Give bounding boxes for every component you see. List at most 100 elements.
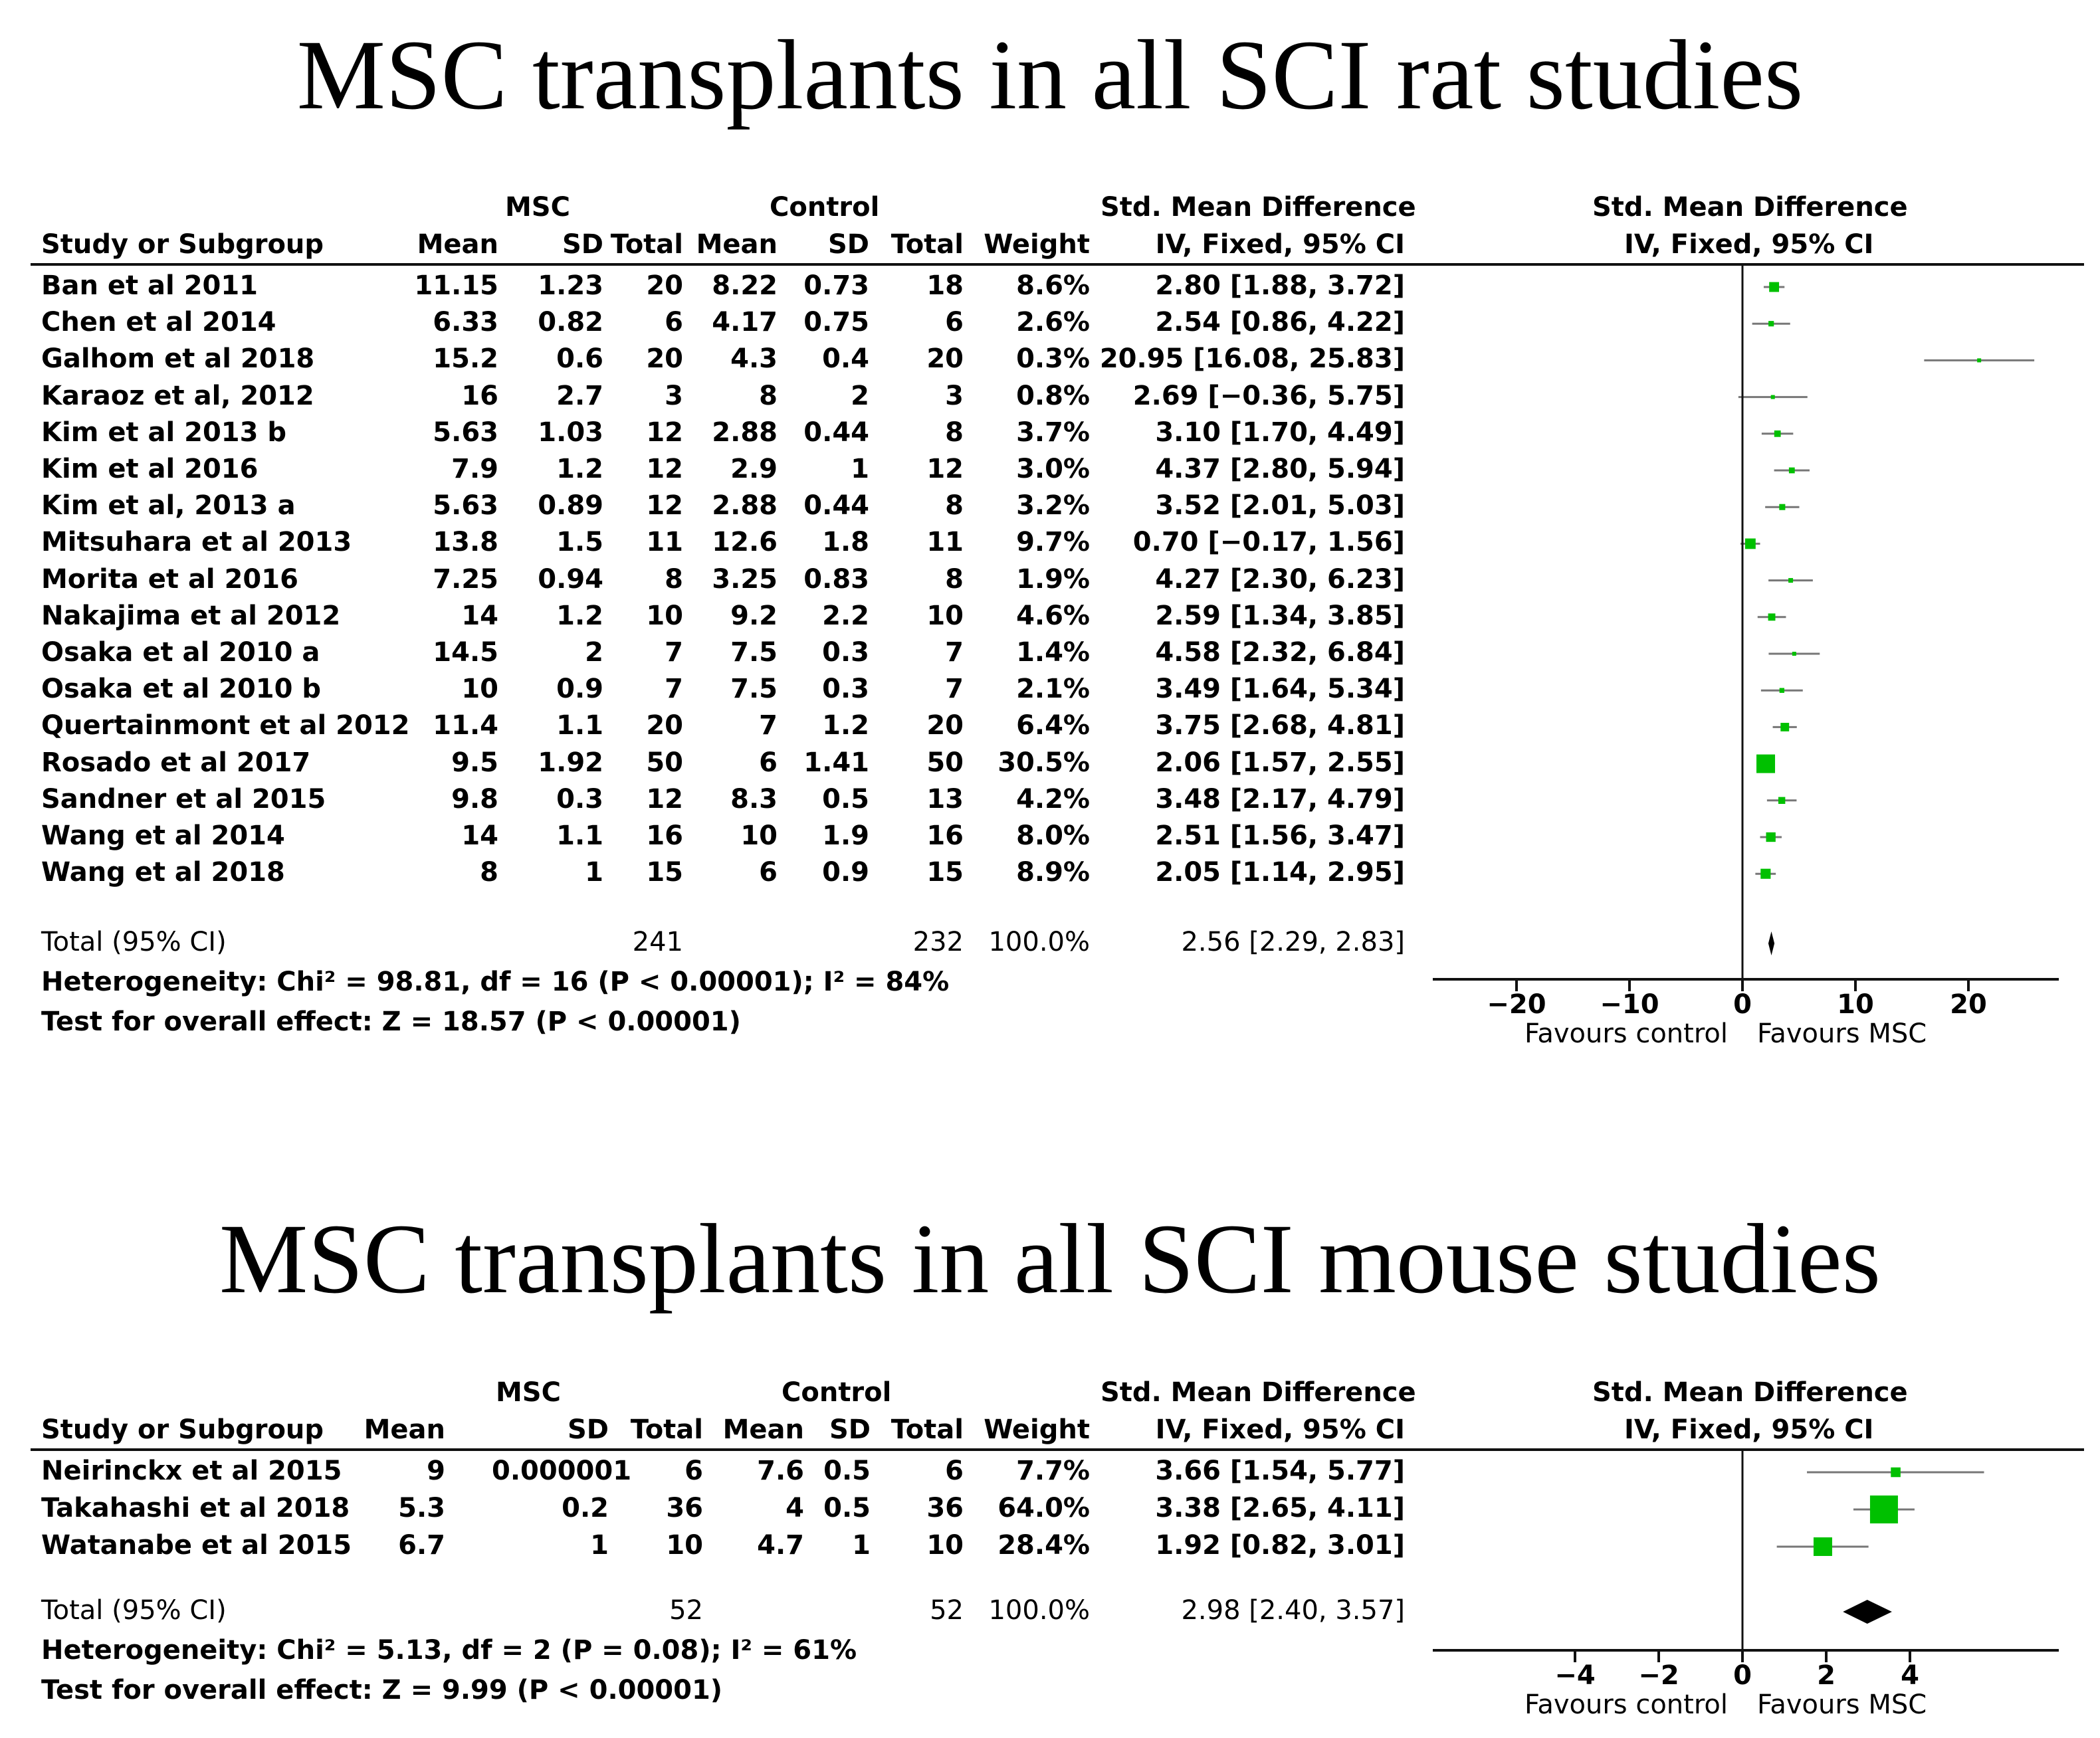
msc-sd: 1 xyxy=(585,857,603,888)
msc-total: 6 xyxy=(684,1456,703,1486)
study-marker xyxy=(1788,467,1795,474)
study-smd-ci: 0.70 [−0.17, 1.56] xyxy=(1132,527,1405,558)
study-weight: 1.4% xyxy=(1016,637,1090,668)
control-total: 6 xyxy=(945,307,964,338)
study-name: Rosado et al 2017 xyxy=(41,747,311,778)
study-marker xyxy=(1760,868,1771,879)
study-marker xyxy=(1977,358,1982,363)
study-weight: 1.9% xyxy=(1016,563,1090,595)
control-mean: 6 xyxy=(759,857,778,888)
control-total-sum: 52 xyxy=(930,1595,964,1626)
msc-group-header: MSC xyxy=(496,1377,561,1408)
study-weight: 30.5% xyxy=(998,747,1090,778)
control-total: 20 xyxy=(926,710,964,741)
msc-mean: 14 xyxy=(461,821,498,851)
study-marker xyxy=(1768,321,1774,327)
msc-total: 7 xyxy=(665,637,683,668)
mouse-panel-title: MSC transplants in all SCI mouse studies xyxy=(219,1204,1881,1314)
study-marker xyxy=(1779,688,1785,693)
x-tick-label: −2 xyxy=(1638,1660,1679,1691)
study-weight: 4.2% xyxy=(1016,783,1090,815)
heterogeneity-text: Heterogeneity: Chi² = 5.13, df = 2 (P = … xyxy=(41,1635,857,1666)
control-mean: 2.88 xyxy=(712,490,778,522)
favours-control-label: Favours control xyxy=(1524,1690,1728,1720)
favours-msc-label: Favours MSC xyxy=(1757,1018,1927,1049)
study-weight: 8.9% xyxy=(1016,857,1090,888)
msc-total: 8 xyxy=(665,563,683,595)
msc-total: 20 xyxy=(646,343,683,375)
msc-mean: 5.3 xyxy=(398,1493,445,1523)
col-msc-total: Total xyxy=(630,1414,703,1445)
study-weight: 4.6% xyxy=(1016,600,1090,631)
control-mean: 12.6 xyxy=(712,527,778,558)
study-marker xyxy=(1779,504,1786,510)
msc-sd: 1.5 xyxy=(556,527,603,558)
study-smd-ci: 2.59 [1.34, 3.85] xyxy=(1155,600,1405,631)
control-total-sum: 232 xyxy=(912,927,964,957)
control-mean: 7.5 xyxy=(730,674,778,705)
control-mean: 7.6 xyxy=(757,1456,804,1486)
control-mean: 7 xyxy=(759,710,778,741)
study-weight: 3.2% xyxy=(1016,490,1090,522)
study-marker xyxy=(1778,797,1786,804)
heterogeneity-text: Heterogeneity: Chi² = 98.81, df = 16 (P … xyxy=(41,967,950,997)
study-smd-ci: 2.06 [1.57, 2.55] xyxy=(1155,747,1405,778)
control-total: 6 xyxy=(945,1456,964,1486)
control-total: 10 xyxy=(926,600,964,631)
msc-mean: 10 xyxy=(461,674,498,705)
study-name: Galhom et al 2018 xyxy=(41,343,315,375)
msc-sd: 0.000001 xyxy=(492,1456,632,1486)
x-tick-label: 0 xyxy=(1733,1660,1752,1691)
msc-sd: 0.3 xyxy=(556,783,603,815)
control-sd: 0.4 xyxy=(822,343,869,375)
control-mean: 4 xyxy=(786,1493,804,1523)
col-ctrl-total: Total xyxy=(891,1414,964,1445)
control-sd: 0.44 xyxy=(803,490,869,522)
study-weight: 64.0% xyxy=(998,1493,1090,1523)
study-name: Kim et al 2013 b xyxy=(41,417,287,448)
x-tick-label: 2 xyxy=(1817,1660,1836,1691)
control-sd: 0.83 xyxy=(803,563,869,595)
msc-mean: 11.4 xyxy=(433,710,498,741)
study-smd-ci: 2.54 [0.86, 4.22] xyxy=(1155,307,1405,338)
control-total: 3 xyxy=(945,380,964,411)
msc-mean: 5.63 xyxy=(433,490,498,522)
msc-sd: 1.2 xyxy=(556,600,603,631)
study-name: Watanabe et al 2015 xyxy=(41,1530,352,1561)
col-weight: Weight xyxy=(984,229,1090,260)
msc-sd: 0.82 xyxy=(538,307,603,338)
study-smd-ci: 3.38 [2.65, 4.11] xyxy=(1155,1493,1405,1523)
study-weight: 0.3% xyxy=(1016,343,1090,375)
study-name: Sandner et al 2015 xyxy=(41,783,326,815)
study-name: Neirinckx et al 2015 xyxy=(41,1456,342,1486)
col-msc-total: Total xyxy=(610,229,683,260)
msc-sd: 1.1 xyxy=(556,710,603,741)
study-smd-ci: 4.37 [2.80, 5.94] xyxy=(1155,454,1405,484)
study-name: Ban et al 2011 xyxy=(41,270,259,301)
study-smd-ci: 1.92 [0.82, 3.01] xyxy=(1155,1530,1405,1561)
control-total: 12 xyxy=(926,454,964,484)
study-weight: 3.0% xyxy=(1016,454,1090,484)
control-total: 11 xyxy=(926,527,964,558)
control-mean: 2.9 xyxy=(730,454,778,484)
control-total: 8 xyxy=(945,417,964,448)
control-group-header: Control xyxy=(770,192,880,223)
col-ci: IV, Fixed, 95% CI xyxy=(1155,1414,1405,1445)
header-rule xyxy=(31,263,2084,266)
msc-sd: 0.9 xyxy=(556,674,603,705)
pooled-diamond xyxy=(1768,931,1775,955)
control-sd: 2 xyxy=(851,380,869,411)
msc-total-sum: 52 xyxy=(669,1595,703,1626)
col-ctrl-mean: Mean xyxy=(722,1414,804,1445)
total-smd-ci: 2.98 [2.40, 3.57] xyxy=(1181,1595,1405,1626)
control-mean: 2.88 xyxy=(712,417,778,448)
control-total: 13 xyxy=(926,783,964,815)
control-total: 8 xyxy=(945,490,964,522)
study-name: Wang et al 2018 xyxy=(41,857,285,888)
study-marker xyxy=(1792,652,1796,656)
study-marker xyxy=(1769,282,1780,292)
overall-effect-text: Test for overall effect: Z = 18.57 (P < … xyxy=(41,1007,741,1037)
control-sd: 0.5 xyxy=(823,1456,871,1486)
study-name: Kim et al 2016 xyxy=(41,454,259,484)
